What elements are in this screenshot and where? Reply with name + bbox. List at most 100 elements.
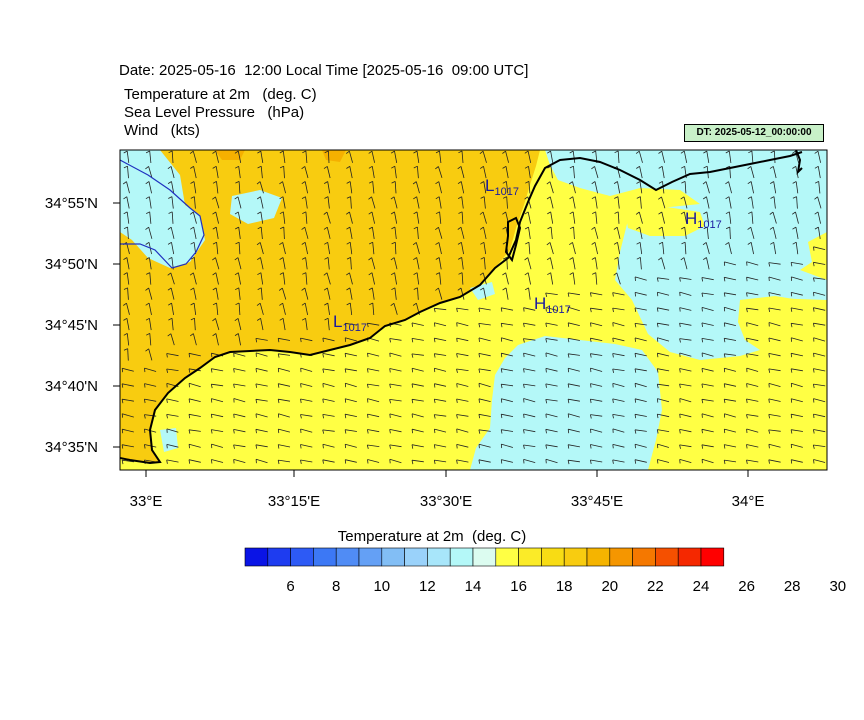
wind-barb xyxy=(439,211,442,224)
wind-barb xyxy=(523,338,536,341)
wind-barb xyxy=(746,444,759,448)
wind-barb-feather xyxy=(344,353,347,358)
wind-barb xyxy=(461,257,464,270)
wind-barb xyxy=(501,383,514,387)
wind-barb xyxy=(634,337,647,342)
wind-barb-feather xyxy=(233,413,235,418)
wind-barb xyxy=(144,444,157,448)
wind-barb-feather xyxy=(768,368,771,373)
wind-barb-feather xyxy=(592,272,596,275)
colorbar-label: 22 xyxy=(647,578,664,595)
wind-barb xyxy=(572,196,576,209)
wind-barb xyxy=(791,262,803,265)
wind-barb xyxy=(528,166,531,179)
wind-barb-feather xyxy=(547,226,552,230)
wind-barb xyxy=(393,257,398,270)
wind-barb xyxy=(791,276,803,281)
wind-barb-feather xyxy=(569,226,574,230)
colorbar-swatch xyxy=(427,547,451,567)
wind-barb-feather xyxy=(368,226,373,230)
wind-barb-feather xyxy=(369,241,373,245)
wind-barb xyxy=(724,322,736,326)
wind-barb xyxy=(345,368,357,372)
wind-barb xyxy=(501,459,513,463)
wind-barb xyxy=(724,444,737,448)
wind-barb xyxy=(527,257,532,270)
wind-barb xyxy=(215,333,219,346)
wind-barb xyxy=(768,307,781,311)
wind-barb xyxy=(416,151,420,163)
wind-barb xyxy=(260,166,263,179)
wind-barb-feather xyxy=(368,165,373,169)
wind-barb-feather xyxy=(748,211,753,214)
wind-barb-feather xyxy=(456,368,458,373)
wind-barb-feather xyxy=(545,429,547,434)
wind-barb xyxy=(456,383,469,387)
wind-barb-feather xyxy=(703,165,708,169)
wind-barb-feather xyxy=(634,353,637,358)
wind-barb xyxy=(238,181,241,194)
wind-barb-feather xyxy=(123,317,128,321)
wind-barb xyxy=(460,227,465,239)
wind-barb xyxy=(590,414,603,417)
wind-barb xyxy=(550,151,554,163)
wind-barb-feather xyxy=(545,338,547,343)
wind-barb-feather xyxy=(591,166,595,170)
wind-barb xyxy=(701,383,714,387)
wind-barb-feather xyxy=(256,317,261,321)
wind-barb-feather xyxy=(546,150,551,154)
wind-barb xyxy=(216,302,219,316)
wind-barb-feather xyxy=(322,337,324,342)
wind-barb xyxy=(501,368,514,372)
wind-barb-feather xyxy=(145,166,149,170)
wind-barb xyxy=(750,166,755,179)
wind-barb xyxy=(616,272,621,285)
wind-barb-feather xyxy=(792,226,797,230)
wind-barb xyxy=(255,352,268,357)
wind-barb xyxy=(640,257,642,270)
wind-barb xyxy=(594,227,599,239)
wind-barb-feather xyxy=(257,150,262,154)
wind-barb-feather xyxy=(433,414,436,419)
wind-barb xyxy=(188,459,201,463)
wind-barb-feather xyxy=(479,287,484,291)
wind-barb-feather xyxy=(546,257,551,261)
wind-barb-feather xyxy=(813,353,815,358)
wind-barb-feather xyxy=(814,196,818,200)
wind-barb xyxy=(460,166,465,179)
wind-barb xyxy=(166,398,179,402)
wind-barb-feather xyxy=(636,165,640,169)
wind-barb xyxy=(768,337,781,342)
wind-barb-feather xyxy=(456,308,458,313)
wind-barb-feather xyxy=(188,398,190,403)
wind-barb-feather xyxy=(768,459,770,464)
wind-barb xyxy=(349,302,353,316)
wind-barb xyxy=(322,414,335,417)
wind-barb xyxy=(791,292,803,296)
wind-barb xyxy=(773,181,777,194)
wind-barb-feather xyxy=(614,211,619,214)
plot-frame xyxy=(119,149,828,471)
colorbar-label: 6 xyxy=(286,578,294,595)
wind-barb-feather xyxy=(390,257,395,261)
wind-barb-feather xyxy=(188,429,191,434)
wind-barb xyxy=(523,322,536,326)
wind-barb xyxy=(724,413,736,418)
wind-barb-feather xyxy=(368,181,373,184)
wind-barb xyxy=(126,272,130,285)
wind-barb-feather xyxy=(545,368,547,373)
wind-barb-feather xyxy=(813,262,815,267)
wind-barb xyxy=(505,151,509,163)
wind-barb xyxy=(255,413,268,418)
wind-barb-feather xyxy=(300,338,302,343)
wind-barb-feather xyxy=(277,429,280,434)
wind-barb xyxy=(523,413,536,418)
wind-barb xyxy=(679,352,692,357)
wind-barb xyxy=(590,383,603,387)
wind-barb-feather xyxy=(389,444,391,449)
wind-barb-feather xyxy=(188,353,191,358)
wind-barb xyxy=(372,242,375,255)
wind-barb xyxy=(438,257,442,270)
wind-barb xyxy=(661,166,665,179)
colorbar-swatch xyxy=(381,547,405,567)
